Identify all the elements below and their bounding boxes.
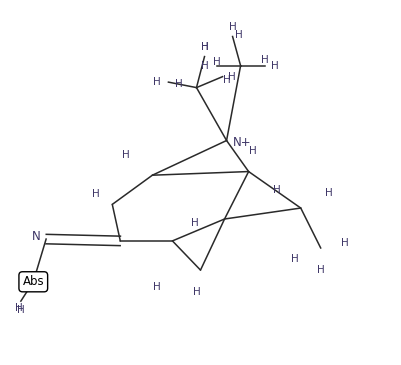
Text: H: H [174,79,182,89]
Text: H: H [341,238,349,248]
Text: H: H [190,218,198,228]
Text: Abs: Abs [22,275,44,288]
Text: H: H [273,185,281,195]
Text: H: H [261,55,269,65]
Text: H: H [235,30,243,40]
Text: N+: N+ [233,136,251,149]
Text: H: H [201,61,209,71]
Text: H: H [271,61,279,71]
Text: H: H [213,57,221,67]
Text: H: H [92,189,100,199]
Text: H: H [153,77,161,87]
Text: H: H [122,150,130,160]
Text: N: N [32,230,41,243]
Text: H: H [229,22,237,32]
Text: H: H [192,287,200,297]
Text: H: H [291,254,299,264]
Text: H: H [223,75,231,85]
Text: H: H [152,281,160,292]
Text: H: H [200,42,209,53]
Text: H: H [15,303,23,314]
Text: H: H [249,146,257,157]
Text: H: H [17,305,25,315]
Text: H: H [325,188,333,199]
Text: H: H [317,265,325,275]
Text: H: H [227,72,235,82]
Text: H: H [200,42,209,53]
